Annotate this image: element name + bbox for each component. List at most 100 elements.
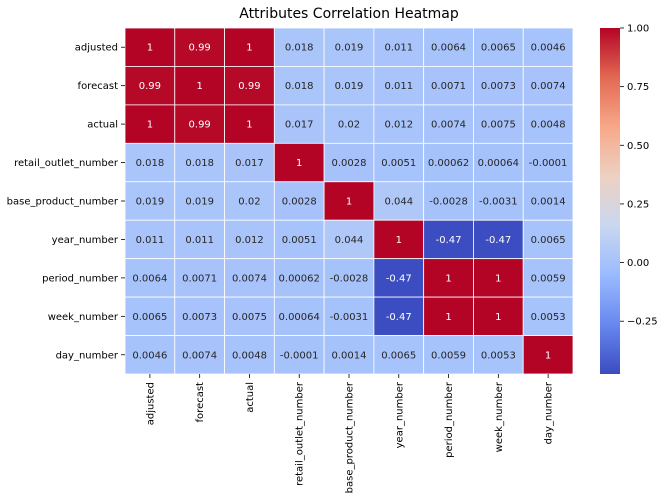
cell-value-label: 0.0075 [481,120,516,131]
cell-value-label: 0.0059 [431,350,466,361]
heatmap-cell [273,181,325,221]
cell-value-label: 0.044 [384,197,413,208]
heatmap-cell [174,27,225,67]
cell-value-label: 0.0065 [381,350,416,361]
heatmap-cell [522,181,574,221]
chart-title: Attributes Correlation Heatmap [239,6,459,22]
heatmap-cell [373,181,425,221]
cell-value-label: 0.0053 [481,350,516,361]
y-tick-label: forecast [78,81,119,92]
cell-value-label: 0.00064 [279,312,320,323]
cell-value-label: 0.011 [136,235,165,246]
cell-value-label: 1 [246,120,252,131]
cell-value-label: 0.044 [335,235,364,246]
heatmap-cell [124,27,176,67]
heatmap-cell [124,66,176,106]
heatmap-cells: 1 0.99 1 0.018 0.019 0.011 0.0064 0.0065 0.0046 0… [124,27,574,375]
cell-value-label: 0.0051 [282,235,317,246]
cell-value-label: 1 [445,312,451,323]
cell-value-label: -0.47 [386,273,412,284]
x-axis-ticks: adjusted forecast actual retail_outlet_numb… [145,374,555,493]
cell-value-label: 1 [196,81,202,92]
cell-value-label: -0.0001 [280,350,319,361]
cell-value-label: 0.011 [384,81,413,92]
heatmap-cell [224,296,275,336]
cell-value-label: 0.00062 [428,158,469,169]
y-tick-label: adjusted [75,43,118,54]
heatmap-cell [124,181,176,221]
cell-value-label: -0.47 [386,312,412,323]
heatmap-cell [522,219,574,260]
heatmap-cell [224,181,275,221]
heatmap-cell [473,66,524,106]
cell-value-label: 0.02 [338,120,360,131]
cell-value-label: 0.0064 [132,273,167,284]
heatmap-cell [522,335,574,375]
heatmap-cell [522,104,574,144]
cell-value-label: 0.0046 [531,43,566,54]
cell-value-label: 0.011 [384,43,413,54]
cell-value-label: 1 [495,273,501,284]
y-tick-label: year_number [52,235,119,246]
cell-value-label: 0.00064 [478,158,519,169]
cell-value-label: -0.47 [436,235,462,246]
colorbar-tick-label: 0.50 [627,141,649,152]
cell-value-label: 0.0073 [182,312,217,323]
cell-value-label: 0.0059 [531,273,566,284]
cell-value-label: 0.0014 [531,197,566,208]
y-tick-label: actual [87,120,118,131]
heatmap-cell [124,142,176,183]
colorbar-tick-label: −0.25 [627,317,658,328]
heatmap-cell [373,27,425,67]
heatmap-cell [224,66,275,106]
cell-value-label: 1 [396,235,402,246]
cell-value-label: 0.018 [185,158,214,169]
y-tick-label: day_number [56,350,119,361]
x-tick-label: forecast [195,382,206,423]
x-tick-label: week_number [494,381,505,452]
cell-value-label: 0.0065 [481,43,516,54]
heatmap-cell [174,258,225,298]
cell-value-label: 0.0065 [531,235,566,246]
heatmap-cell [174,104,225,144]
heatmap-cell [323,335,375,375]
heatmap-cell [124,219,176,260]
cell-value-label: 0.0028 [282,197,317,208]
cell-value-label: 0.0073 [481,81,516,92]
cell-value-label: 0.018 [285,81,314,92]
heatmap-cell [373,335,425,375]
x-tick-label: base_product_number [345,381,356,493]
cell-value-label: 0.017 [235,158,264,169]
heatmap-cell [473,27,524,67]
cell-value-label: 0.0048 [531,120,566,131]
cell-value-label: 0.019 [335,81,364,92]
y-tick-label: retail_outlet_number [14,158,119,169]
colorbar-tick-label: 0.75 [627,82,649,93]
cell-value-label: 0.0065 [132,312,167,323]
cell-value-label: 0.0075 [232,312,267,323]
colorbar-tick-label: 1.00 [627,24,649,35]
cell-value-label: 0.0028 [332,158,367,169]
heatmap-cell [423,181,474,221]
heatmap-cell [373,296,425,336]
cell-value-label: 1 [545,350,551,361]
cell-value-label: 1 [147,120,153,131]
y-tick-label: base_product_number [7,197,119,208]
colorbar-tick-label: 0.00 [627,258,649,269]
heatmap-cell [522,66,574,106]
heatmap-cell [124,104,176,144]
heatmap-cell [273,219,325,260]
cell-value-label: 0.0048 [232,350,267,361]
heatmap-cell [423,258,474,298]
heatmap-cell [522,142,574,183]
heatmap-cell [273,335,325,375]
heatmap-cell [473,219,524,260]
x-tick-label: retail_outlet_number [295,381,306,486]
heatmap-cell [124,258,176,298]
colorbar-tick-label: 0.25 [627,199,649,210]
cell-value-label: 0.0064 [431,43,466,54]
cell-value-label: 0.019 [335,43,364,54]
cell-value-label: 0.0074 [431,120,466,131]
cell-value-label: -0.47 [485,235,511,246]
